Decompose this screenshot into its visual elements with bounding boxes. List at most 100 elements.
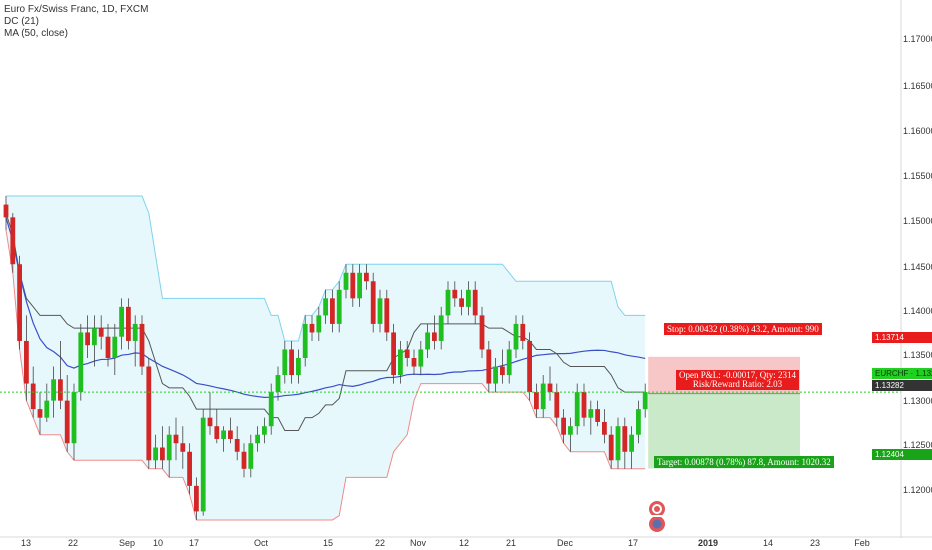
indicator-ma-label[interactable]: MA (50, close)	[4, 28, 68, 39]
candle[interactable]	[78, 323, 84, 401]
indicator-dc-label[interactable]: DC (21)	[4, 16, 40, 27]
candle[interactable]	[221, 426, 226, 452]
candle[interactable]	[472, 281, 478, 324]
pl-label[interactable]: Open P&L: -0.00017, Qty: 2314 Risk/Rewar…	[676, 370, 799, 390]
candle[interactable]	[248, 434, 254, 478]
candle[interactable]	[139, 315, 145, 376]
candle[interactable]	[112, 323, 118, 376]
candle[interactable]	[98, 315, 104, 350]
candle[interactable]	[275, 366, 281, 401]
candles-layer[interactable]	[3, 196, 648, 520]
candle[interactable]	[3, 196, 9, 231]
candle[interactable]	[350, 264, 356, 307]
candle[interactable]	[357, 264, 362, 307]
candle[interactable]	[194, 477, 199, 520]
candle[interactable]	[214, 409, 220, 444]
candle[interactable]	[44, 383, 50, 422]
candle[interactable]	[296, 349, 301, 384]
candle[interactable]	[234, 426, 240, 461]
candle[interactable]	[71, 383, 77, 461]
candle[interactable]	[568, 417, 573, 452]
target-label[interactable]: Target: 0.00878 (0.78%) 87.8, Amount: 10…	[654, 456, 834, 468]
candle[interactable]	[479, 306, 485, 358]
candle[interactable]	[160, 426, 165, 469]
symbol-title[interactable]: Euro Fx/Swiss Franc, 1D, FXCM	[4, 4, 149, 15]
candle[interactable]	[452, 281, 458, 307]
candle[interactable]	[622, 417, 628, 469]
candle[interactable]	[540, 375, 546, 418]
candle[interactable]	[166, 426, 172, 478]
candle[interactable]	[282, 340, 288, 384]
stop-label[interactable]: Stop: 0.00432 (0.38%) 43.2, Amount: 990	[664, 323, 822, 335]
candle[interactable]	[404, 340, 410, 367]
candle[interactable]	[520, 315, 526, 350]
candle[interactable]	[493, 358, 498, 393]
candle[interactable]	[466, 281, 471, 316]
candle[interactable]	[323, 289, 328, 324]
candle[interactable]	[384, 289, 390, 341]
candle[interactable]	[146, 358, 152, 469]
candle[interactable]	[92, 315, 97, 367]
candle[interactable]	[595, 400, 600, 427]
candle[interactable]	[289, 340, 294, 384]
candle[interactable]	[588, 400, 594, 435]
candle[interactable]	[153, 434, 158, 469]
candle[interactable]	[615, 417, 621, 469]
position-zones[interactable]	[648, 356, 800, 469]
candle[interactable]	[398, 340, 403, 384]
candle[interactable]	[364, 264, 369, 290]
candle[interactable]	[370, 272, 376, 333]
candle[interactable]	[459, 289, 464, 316]
candle[interactable]	[119, 298, 124, 350]
candle[interactable]	[602, 409, 607, 444]
candle[interactable]	[180, 426, 186, 469]
candle[interactable]	[636, 400, 641, 444]
candle[interactable]	[411, 349, 417, 376]
candle[interactable]	[105, 323, 111, 367]
candle[interactable]	[343, 264, 349, 299]
candle[interactable]	[554, 383, 560, 427]
candle[interactable]	[10, 213, 16, 273]
candle[interactable]	[418, 340, 424, 376]
candle[interactable]	[377, 289, 383, 333]
candle[interactable]	[268, 383, 274, 435]
candle[interactable]	[309, 315, 315, 341]
candle[interactable]	[37, 392, 43, 435]
candle[interactable]	[336, 281, 342, 333]
candle[interactable]	[316, 306, 322, 341]
candle[interactable]	[187, 443, 192, 495]
candle[interactable]	[547, 366, 553, 401]
candle[interactable]	[561, 409, 566, 444]
candle[interactable]	[330, 289, 335, 333]
candle[interactable]	[500, 349, 505, 384]
candle[interactable]	[391, 323, 396, 384]
candle[interactable]	[534, 383, 539, 418]
candle[interactable]	[228, 417, 233, 444]
candle[interactable]	[629, 426, 634, 469]
candle[interactable]	[207, 392, 213, 435]
candle[interactable]	[255, 426, 260, 452]
candle[interactable]	[302, 315, 308, 367]
candle[interactable]	[241, 443, 247, 478]
candle[interactable]	[58, 340, 63, 410]
candle[interactable]	[438, 306, 444, 350]
candle[interactable]	[486, 340, 492, 393]
candle[interactable]	[85, 315, 90, 358]
candle[interactable]	[425, 323, 430, 358]
candle[interactable]	[126, 298, 131, 350]
candle[interactable]	[24, 315, 29, 401]
candle[interactable]	[17, 255, 22, 350]
candle[interactable]	[513, 315, 519, 358]
candle[interactable]	[262, 417, 267, 444]
candle[interactable]	[608, 426, 614, 469]
candle[interactable]	[200, 409, 206, 516]
candle[interactable]	[445, 281, 451, 324]
candle[interactable]	[173, 417, 179, 461]
candle[interactable]	[642, 383, 648, 418]
candle[interactable]	[527, 332, 532, 401]
candle[interactable]	[432, 315, 437, 350]
candle[interactable]	[64, 375, 70, 452]
candle[interactable]	[581, 383, 587, 427]
candle[interactable]	[132, 315, 138, 367]
